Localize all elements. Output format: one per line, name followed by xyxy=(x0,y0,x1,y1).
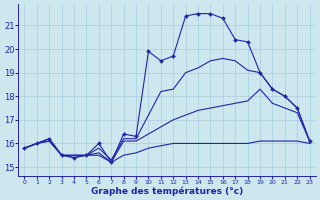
X-axis label: Graphe des températures (°c): Graphe des températures (°c) xyxy=(91,186,243,196)
